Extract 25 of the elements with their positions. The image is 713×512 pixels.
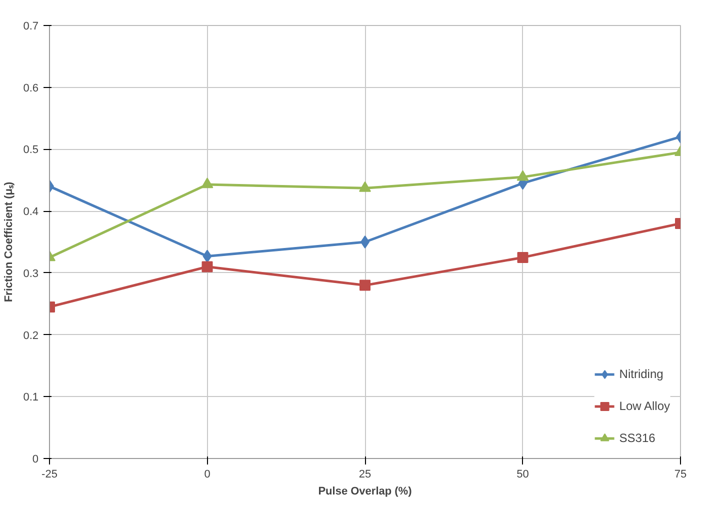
y-tick-label: 0.4	[23, 206, 39, 218]
legend-label: Nitriding	[619, 367, 664, 381]
x-tick-label: 75	[674, 468, 687, 480]
y-tick-label: 0	[32, 454, 39, 466]
x-axis-title: Pulse Overlap (%)	[318, 486, 412, 498]
point	[202, 261, 213, 272]
point	[516, 170, 529, 181]
x-tick-label: -25	[42, 468, 58, 480]
x-tick-label: 50	[516, 468, 529, 480]
point	[517, 252, 528, 263]
y-tick-label: 0.3	[23, 268, 39, 280]
y-tick-label: 0.2	[23, 330, 39, 342]
y-tick-label: 0.1	[23, 392, 39, 404]
y-axis-title: Friction Coefficient (μₛ)	[3, 181, 16, 302]
point	[360, 280, 370, 291]
y-tick-label: 0.6	[23, 82, 39, 94]
legend-label: SS316	[619, 431, 656, 445]
point	[359, 181, 371, 192]
point	[201, 178, 214, 188]
x-tick-label: 0	[204, 468, 210, 480]
y-tick-label: 0.7	[23, 20, 39, 32]
point	[202, 250, 212, 263]
legend-label: Low Alloy	[619, 399, 670, 413]
x-tick-label: 25	[358, 468, 372, 480]
y-tick-label: 0.5	[23, 144, 39, 156]
